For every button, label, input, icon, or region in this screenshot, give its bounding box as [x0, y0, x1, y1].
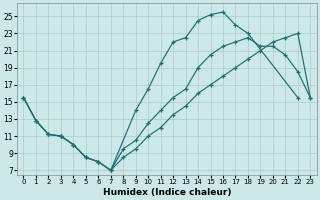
X-axis label: Humidex (Indice chaleur): Humidex (Indice chaleur) — [103, 188, 231, 197]
